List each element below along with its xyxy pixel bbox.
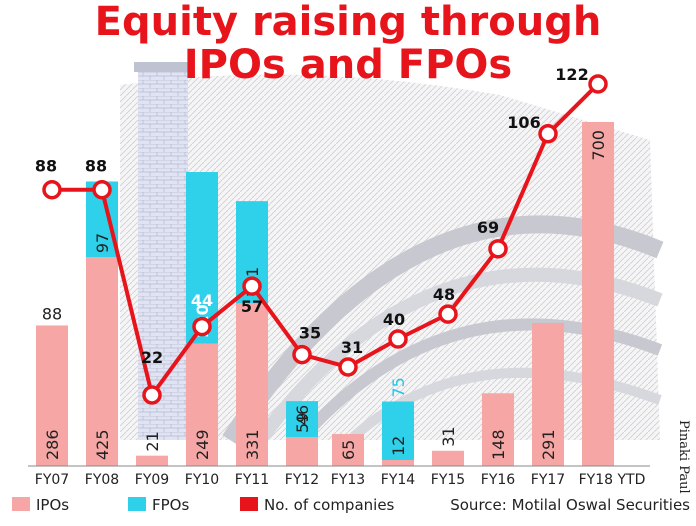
x-tick-label: FY13 [331,472,365,488]
x-axis: FY07 FY08 FY09 FY10 FY11 FY12 FY13 FY14 FY15 FY16… [28,465,650,488]
x-tick-label: FY10 [185,472,219,488]
bar-ipo-fy18-ytd [582,122,614,466]
companies-point [142,385,162,405]
companies-point [192,316,212,337]
companies-point [538,124,558,144]
bar-ipo-value-label: 425 [93,429,112,460]
legend-swatch-companies [240,497,258,511]
bar-total-label: 88 [42,304,62,323]
companies-point [388,329,408,349]
companies-value-label: 88 [35,157,57,176]
bar-ipo-fy15 [432,450,464,466]
bar-ipo-value-label: 21 [143,431,162,451]
bar-ipo-fy09 [136,455,168,466]
companies-point [588,74,608,94]
companies-value-label: 122 [555,65,588,84]
bar-ipo-value-label: 331 [243,429,262,460]
companies-value-label: 40 [383,310,405,329]
bar-fpo-value-label: 46 [293,405,312,425]
companies-point [338,357,358,377]
bar-ipo-value-label: 291 [539,429,558,460]
bar-ipo-value-label: 59 [293,413,312,433]
line-layer: 88 88 22 57 35 31 40 48 69 106 122 44 [35,65,608,405]
legend: IPOs FPOs No. of companies [12,496,395,514]
x-tick-label: FY16 [481,472,516,488]
bar-ipo-fy14 [382,460,414,466]
bar-ipo-value-label: 12 [389,436,408,456]
companies-point [92,179,112,200]
bar-ipo-value-label: 249 [193,429,212,460]
bar-ipo-fy07 [36,325,68,466]
companies-value-label: 57 [241,297,263,316]
bar-fpo-fy10 [186,172,218,344]
x-tick-label: FY09 [135,472,169,488]
companies-value-label: 69 [477,218,499,237]
chart-title-line-2: IPOs and FPOs [184,42,512,88]
bar-ipo-value-label: 31 [439,426,458,446]
legend-swatch-ipos [12,497,30,511]
credit-text: Pinaki Paul [676,420,691,494]
x-tick-label: FY18 YTD [579,472,646,488]
companies-point [488,239,508,259]
bar-ipo-value-label: 65 [339,440,358,460]
legend-label-companies: No. of companies [264,496,395,514]
bar-ipo-value-label: 700 [589,130,608,161]
companies-value-label: 48 [433,285,455,304]
legend-swatch-fpos [128,497,146,511]
bar-ipo-fy10 [186,343,218,466]
companies-point [292,344,312,365]
legend-label-ipos: IPOs [36,496,69,514]
companies-value-label: 35 [299,324,321,343]
bar-fpo-value-label: 97 [93,233,112,253]
companies-point [438,304,458,324]
bar-ipo-fy16 [482,393,514,466]
legend-label-fpos: FPOs [152,496,189,514]
companies-point [242,276,262,296]
x-tick-label: FY08 [85,472,119,488]
bar-fpo-fy12 [286,401,318,438]
x-tick-label: FY17 [531,472,565,488]
companies-value-label: 106 [507,113,540,132]
source-text: Source: Motilal Oswal Securities [450,496,690,514]
bar-ipo-fy12 [286,437,318,466]
companies-line [52,82,600,397]
bar-fpo-fy14 [382,401,414,460]
bar-ipo-fy13 [332,434,364,466]
bar-ipo-value-label: 286 [43,429,62,460]
bar-ipo-fy08 [86,257,118,466]
bar-ipo-fy17 [532,322,564,466]
bars-layer: 2868842597212492203311315946651275311482… [36,122,614,466]
companies-value-label: 22 [141,348,163,367]
x-tick-label: FY15 [431,472,465,488]
x-tick-label: FY14 [381,472,416,488]
x-tick-label: FY07 [35,472,69,488]
companies-value-label: 44 [191,291,213,310]
x-tick-label: FY12 [285,472,319,488]
chart-title-line-1: Equity raising through [95,0,602,45]
bar-fpo-value-label: 75 [389,377,408,397]
companies-point [42,179,62,200]
bar-ipo-value-label: 148 [489,429,508,460]
x-tick-label: FY11 [235,472,269,488]
bar-ipo-fy11 [236,303,268,466]
companies-value-label: 88 [85,157,107,176]
companies-value-label: 31 [341,338,363,357]
